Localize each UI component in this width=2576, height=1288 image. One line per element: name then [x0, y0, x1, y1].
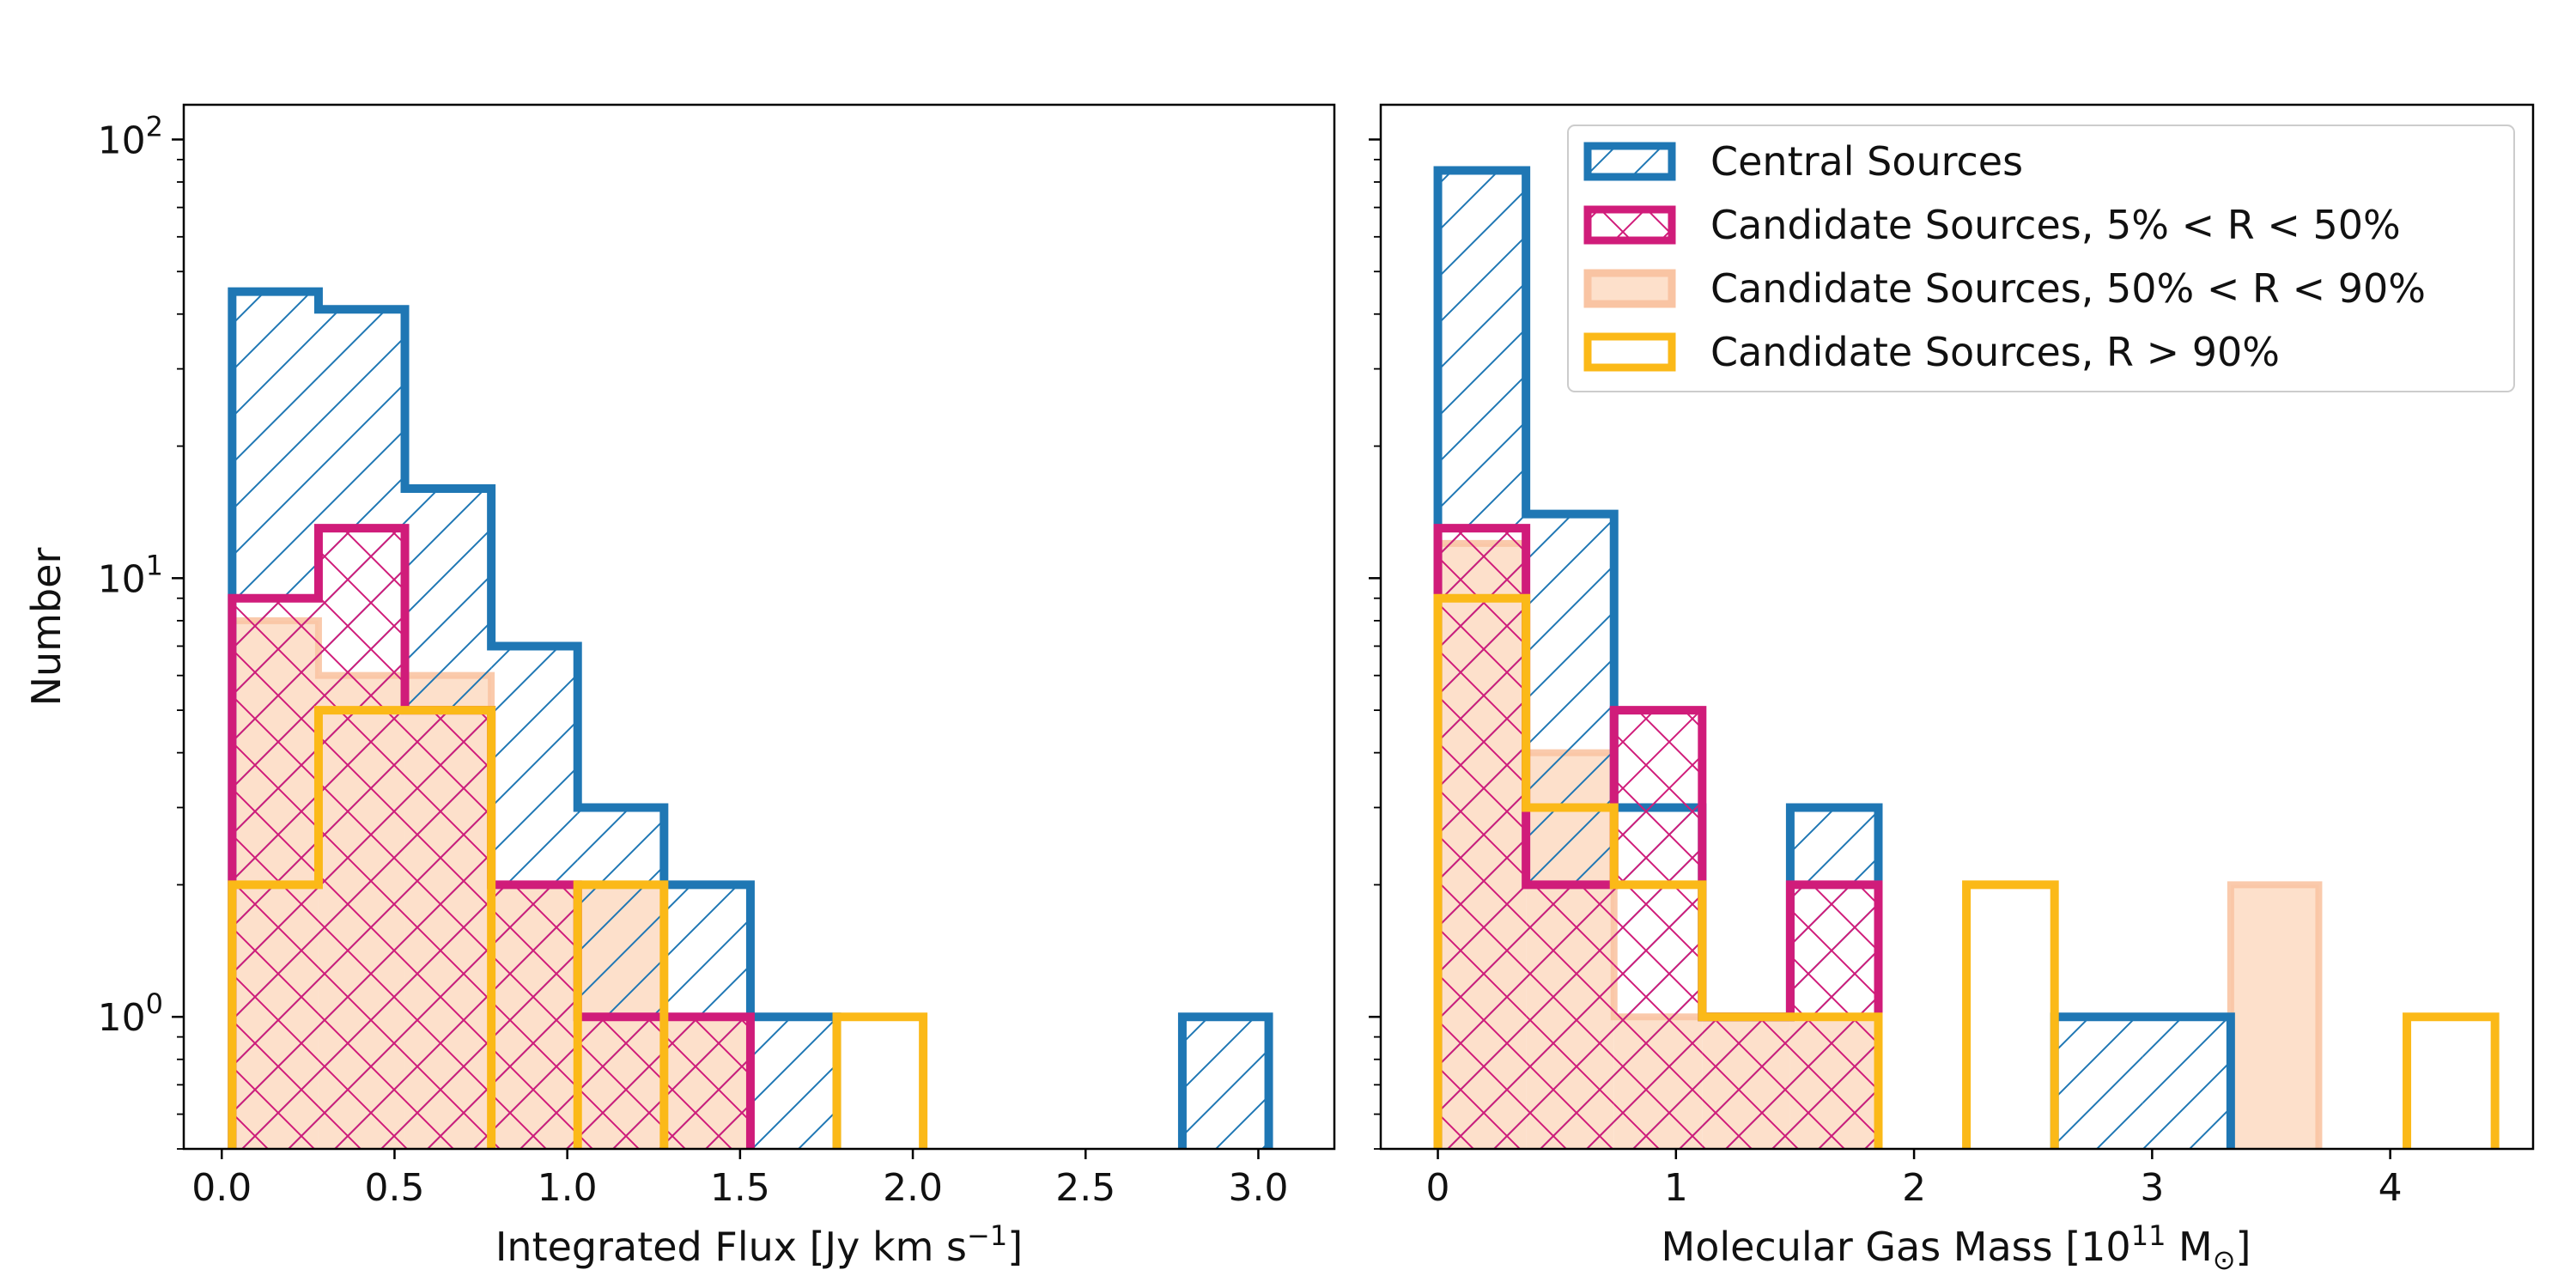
legend-swatch-cand-5-50	[1583, 205, 1676, 245]
flux-x-axis-label: Integrated Flux [Jy km s−1]	[495, 1219, 1023, 1270]
left-x-tick-label: 1.0	[538, 1166, 598, 1210]
right-x-tick-label: 4	[2379, 1166, 2403, 1210]
left-x-tick-label: 1.5	[710, 1166, 770, 1210]
gas-mass-histogram-panel: 0 1 2 3 4 Molecular Gas Mass [1011 M⊙] Centr…	[1369, 103, 2535, 1276]
left-cand_5_50-bar-3	[491, 884, 578, 1149]
legend-label-cand-gt90: Candidate Sources, R > 90%	[1710, 329, 2280, 375]
legend-frame	[1567, 125, 2515, 392]
left-series-cand_5_50	[228, 524, 755, 1149]
left-cand_gt90-outline	[228, 706, 928, 1149]
gas-mass-histogram-bars	[1433, 166, 2500, 1149]
left-central-bar-6	[750, 1017, 837, 1149]
legend-swatch-cand-50-90	[1583, 269, 1676, 308]
legend-entry-cand-gt90: Candidate Sources, R > 90%	[1583, 329, 2280, 375]
y-tick-label: 101	[98, 549, 163, 601]
right-cand_5_50-bar-3	[1702, 1017, 1790, 1149]
flux-y-ticks: 100 101 102	[98, 110, 184, 1150]
legend-entry-cand-5-50: Candidate Sources, 5% < R < 50%	[1583, 202, 2401, 248]
flux-histogram-panel: 100 101 102 0.0 0.5 1.0 1.5 2.0 2.5 3.0 Integrat…	[23, 103, 1336, 1270]
right-x-tick-label: 0	[1426, 1166, 1450, 1210]
gas-mass-x-ticks: 0 1 2 3 4	[1426, 1149, 2403, 1210]
right-x-tick-label: 3	[2140, 1166, 2164, 1210]
left-x-tick-label: 3.0	[1228, 1166, 1288, 1210]
legend-entry-central: Central Sources	[1583, 138, 2023, 185]
left-x-tick-label: 0.0	[191, 1166, 252, 1210]
gas-mass-x-axis-label: Molecular Gas Mass [1011 M⊙]	[1662, 1219, 2251, 1276]
legend-swatch-central	[1583, 142, 1676, 181]
y-tick-label: 102	[98, 110, 163, 162]
left-x-tick-label: 0.5	[364, 1166, 424, 1210]
left-central-bar-11	[1182, 1017, 1269, 1149]
left-cand_5_50-bar-4	[577, 1017, 665, 1149]
right-cand_50_90-bar-9	[2230, 884, 2319, 1149]
left-cand_5_50-bar-0	[232, 598, 319, 1149]
legend-entry-cand-50-90: Candidate Sources, 50% < R < 90%	[1583, 265, 2426, 312]
right-cand_5_50-bar-2	[1613, 710, 1703, 1149]
y-tick-label: 100	[98, 987, 163, 1040]
flux-axes-frame	[182, 103, 1336, 1151]
gas-mass-axes-frame	[1379, 103, 2535, 1151]
left-cand_5_50-bar-2	[404, 710, 492, 1149]
y-axis-label: Number	[23, 548, 70, 707]
gas-mass-y-ticks	[1369, 138, 1381, 1150]
right-series-cand_gt90	[1433, 593, 2500, 1149]
legend-label-central: Central Sources	[1710, 138, 2023, 185]
left-series-cand_gt90	[228, 706, 928, 1149]
right-cand_5_50-bar-1	[1526, 884, 1614, 1149]
legend-label-cand-5-50: Candidate Sources, 5% < R < 50%	[1710, 202, 2401, 248]
right-cand_5_50-outline	[1433, 524, 1883, 1149]
right-cand_5_50-bar-0	[1437, 528, 1527, 1149]
legend: Central Sources Candidate Sources, 5% < …	[1567, 125, 2515, 392]
right-series-cand_5_50	[1433, 524, 1883, 1149]
left-x-tick-label: 2.5	[1055, 1166, 1115, 1210]
legend-label-cand-50-90: Candidate Sources, 50% < R < 90%	[1710, 265, 2426, 312]
left-cand_5_50-bar-1	[318, 528, 405, 1149]
flux-x-ticks: 0.0 0.5 1.0 1.5 2.0 2.5 3.0	[191, 1149, 1288, 1210]
legend-swatch-cand-gt90	[1583, 332, 1676, 372]
left-x-tick-label: 2.0	[883, 1166, 943, 1210]
flux-histogram-bars	[228, 287, 1273, 1149]
left-cand_5_50-bar-5	[664, 1017, 750, 1149]
right-x-tick-label: 2	[1902, 1166, 1926, 1210]
right-x-tick-label: 1	[1664, 1166, 1688, 1210]
right-central-bar-8	[2142, 1017, 2231, 1149]
right-cand_gt90-outline	[1433, 593, 2500, 1149]
right-central-bar-7	[2054, 1017, 2143, 1149]
